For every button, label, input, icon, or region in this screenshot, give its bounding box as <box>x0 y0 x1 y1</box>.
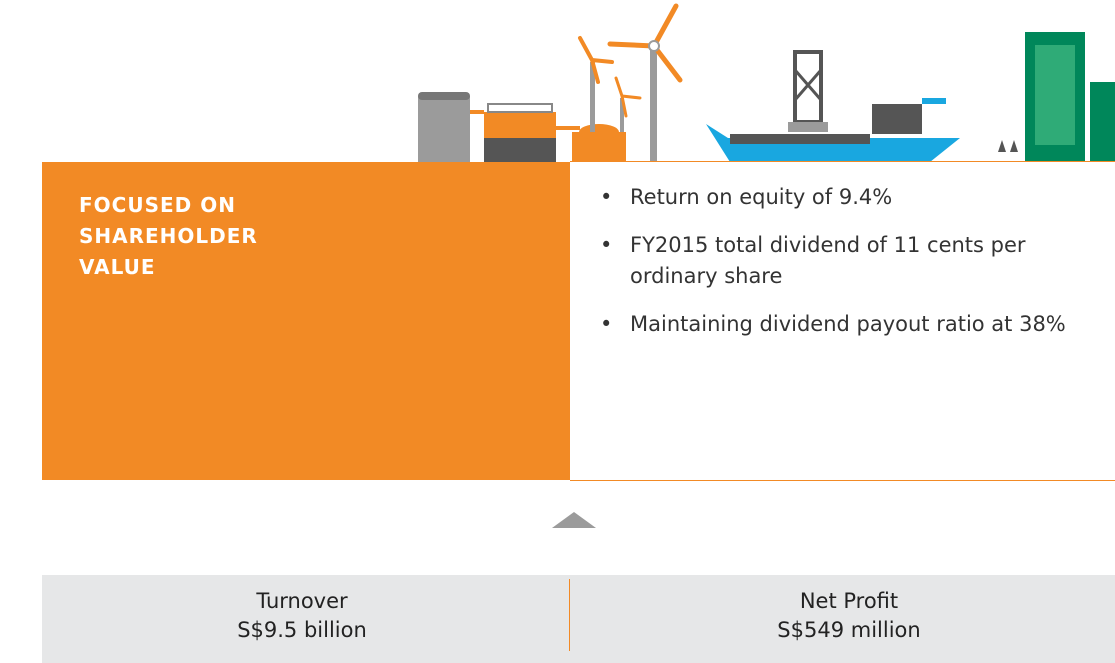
metric-value: S$549 million <box>589 616 1109 645</box>
metric-label: Net Profit <box>589 587 1109 616</box>
metric-value: S$9.5 billion <box>42 616 562 645</box>
bullet-point: Return on equity of 9.4% <box>598 182 1078 213</box>
page: FOCUSED ON SHAREHOLDER VALUE Return on e… <box>0 0 1115 663</box>
bullet-point: Maintaining dividend payout ratio at 38% <box>598 309 1078 340</box>
section-title: FOCUSED ON SHAREHOLDER VALUE <box>79 190 319 283</box>
bullet-point: FY2015 total dividend of 11 cents per or… <box>598 230 1078 292</box>
highlight-box: FOCUSED ON SHAREHOLDER VALUE <box>42 162 570 480</box>
points-panel: Return on equity of 9.4% FY2015 total div… <box>570 161 1115 481</box>
industry-illustration <box>0 0 1115 163</box>
up-arrow <box>552 512 596 528</box>
ship <box>706 52 960 162</box>
bullet-list: Return on equity of 9.4% FY2015 total div… <box>598 182 1078 357</box>
metric-label: Turnover <box>42 587 562 616</box>
divider <box>569 579 570 651</box>
buildings <box>998 32 1115 162</box>
